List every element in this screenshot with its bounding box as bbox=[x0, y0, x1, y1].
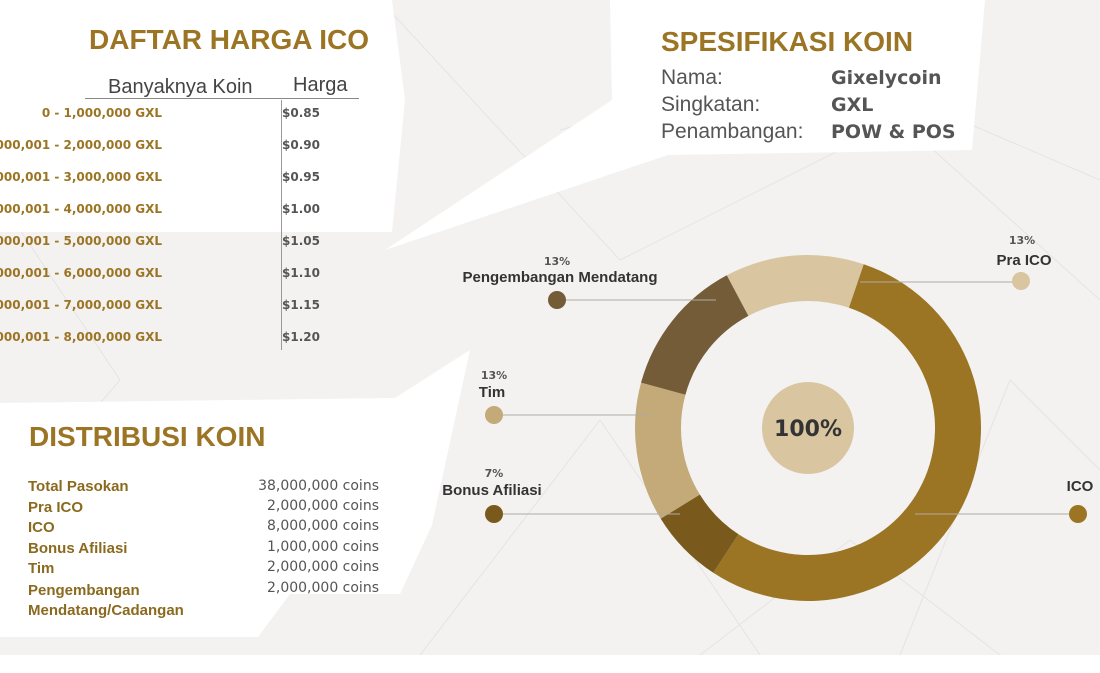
slice-label-tim: Tim bbox=[479, 384, 505, 401]
distribution-label: ICO bbox=[28, 519, 55, 536]
donut-slice-tim bbox=[634, 382, 700, 519]
spec-mining-value: POW & POS bbox=[831, 121, 956, 143]
price-value: $0.85 bbox=[282, 106, 320, 120]
slice-percent-pengembangan-mendatang: 13% bbox=[544, 255, 570, 268]
slice-label-pra-ico: Pra ICO bbox=[996, 252, 1051, 269]
price-value: $1.15 bbox=[282, 298, 320, 312]
quantity-range: 6,000,001 - 7,000,000 GXL bbox=[0, 298, 162, 312]
price-table: 0 - 1,000,000 GXL $0.85 1,000,001 - 2,000… bbox=[0, 106, 370, 362]
distribution-label: Pengembangan Mendatang/Cadangan bbox=[28, 582, 184, 619]
distribution-value: 38,000,000 coins bbox=[258, 478, 379, 494]
quantity-range: 4,000,001 - 5,000,000 GXL bbox=[0, 234, 162, 248]
distribution-value: 1,000,000 coins bbox=[266, 539, 379, 555]
legend-dot-tim bbox=[485, 406, 503, 424]
donut-slice-pra-ico bbox=[726, 255, 864, 316]
legend-dot-ico bbox=[1069, 505, 1087, 523]
spec-panel bbox=[385, 0, 985, 250]
distribution-value: 2,000,000 coins bbox=[266, 580, 379, 596]
price-value: $0.95 bbox=[282, 170, 320, 184]
distribution-value: 8,000,000 coins bbox=[266, 518, 379, 534]
spec-name-value: Gixelycoin bbox=[831, 67, 942, 89]
price-value: $0.90 bbox=[282, 138, 320, 152]
slice-percent-pra-ico: 13% bbox=[1009, 234, 1035, 247]
quantity-range: 3,000,001 - 4,000,000 GXL bbox=[0, 202, 162, 216]
donut-slice-bonus-afiliasi bbox=[660, 494, 739, 573]
table-row: 5,000,001 - 6,000,000 GXL $1.10 bbox=[0, 266, 370, 298]
slice-label-ico: ICO bbox=[1067, 478, 1094, 495]
table-row: 6,000,001 - 7,000,000 GXL $1.15 bbox=[0, 298, 370, 330]
price-value: $1.10 bbox=[282, 266, 320, 280]
slice-percent-tim: 13% bbox=[481, 369, 507, 382]
donut-center-label: 100% bbox=[774, 417, 842, 442]
price-list-title: DAFTAR HARGA ICO bbox=[89, 24, 369, 55]
price-panel bbox=[0, 0, 405, 232]
table-row: 3,000,001 - 4,000,000 GXL $1.00 bbox=[0, 202, 370, 234]
distribution-value: 2,000,000 coins bbox=[266, 498, 379, 514]
distribution-label: Pra ICO bbox=[28, 499, 84, 516]
spec-abbr-value: GXL bbox=[831, 94, 874, 116]
quantity-range: 2,000,001 - 3,000,000 GXL bbox=[0, 170, 162, 184]
donut-slice-pengembangan-mendatang bbox=[641, 275, 749, 395]
slice-label-bonus-afiliasi: Bonus Afiliasi bbox=[442, 482, 541, 499]
table-row: 0 - 1,000,000 GXL $0.85 bbox=[42, 106, 370, 138]
price-value: $1.20 bbox=[282, 330, 320, 344]
quantity-range: 7,000,001 - 8,000,000 GXL bbox=[0, 330, 162, 344]
legend-dot-bonus-afiliasi bbox=[485, 505, 503, 523]
table-row: 7,000,001 - 8,000,000 GXL $1.20 bbox=[0, 330, 370, 362]
spec-title: SPESIFIKASI KOIN bbox=[661, 26, 914, 57]
table-header-line bbox=[85, 98, 359, 99]
distribution-label: Bonus Afiliasi bbox=[28, 540, 128, 557]
distribution-panel bbox=[0, 350, 470, 637]
table-row: 4,000,001 - 5,000,000 GXL $1.05 bbox=[0, 234, 370, 266]
legend-dot-pengembangan-mendatang bbox=[548, 291, 566, 309]
legend-dot-pra-ico bbox=[1012, 272, 1030, 290]
table-row: 2,000,001 - 3,000,000 GXL $0.95 bbox=[0, 170, 370, 202]
quantity-range: 5,000,001 - 6,000,000 GXL bbox=[0, 266, 162, 280]
distribution-title: DISTRIBUSI KOIN bbox=[29, 421, 266, 452]
donut-center bbox=[762, 382, 854, 474]
slice-label-pengembangan-mendatang: Pengembangan Mendatang bbox=[462, 269, 657, 286]
price-value: $1.05 bbox=[282, 234, 320, 248]
price-column-header: Harga bbox=[293, 74, 348, 96]
table-column-divider bbox=[281, 100, 282, 350]
spec-name-label: Nama: bbox=[661, 66, 723, 89]
distribution-value: 2,000,000 coins bbox=[266, 559, 379, 575]
distribution-label: Tim bbox=[28, 560, 55, 577]
price-value: $1.00 bbox=[282, 202, 320, 216]
distribution-label: Total Pasokan bbox=[28, 478, 129, 495]
donut-slice-ico bbox=[713, 264, 981, 601]
quantity-range: 1,000,001 - 2,000,000 GXL bbox=[0, 138, 162, 152]
spec-abbr-label: Singkatan: bbox=[661, 93, 761, 116]
slice-percent-bonus-afiliasi: 7% bbox=[485, 467, 504, 480]
quantity-range: 0 - 1,000,000 GXL bbox=[41, 106, 162, 120]
table-row: 1,000,001 - 2,000,000 GXL $0.90 bbox=[0, 138, 370, 170]
quantity-column-header: Banyaknya Koin bbox=[108, 76, 253, 98]
spec-mining-label: Penambangan: bbox=[661, 120, 804, 143]
